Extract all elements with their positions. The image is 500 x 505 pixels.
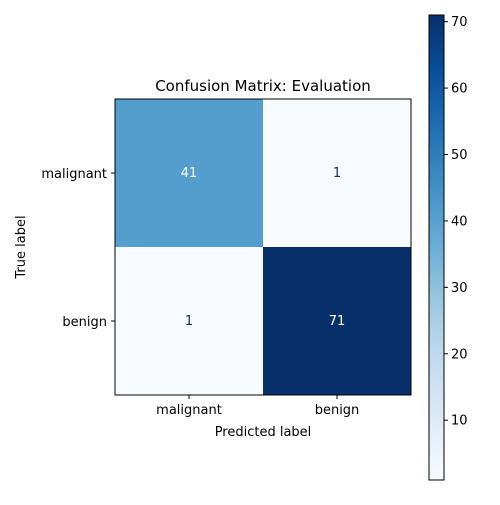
y-axis-ticks: malignant benign <box>41 167 115 330</box>
cell-value-label: 71 <box>329 314 346 329</box>
colorbar-tick-label: 60 <box>451 82 468 97</box>
cell-value-label: 1 <box>185 314 193 329</box>
heatmap-cell <box>263 99 411 247</box>
heatmap-cells <box>115 99 411 395</box>
colorbar-tick-label: 50 <box>451 148 468 163</box>
y-tick-label: malignant <box>41 167 107 182</box>
y-axis-label: True label <box>14 215 29 279</box>
heatmap-cell <box>263 247 411 395</box>
colorbar-tick-label: 40 <box>451 214 468 229</box>
colorbar-ticks: 10 20 30 40 50 60 70 <box>444 15 468 429</box>
y-tick-label: benign <box>62 315 107 330</box>
heatmap-cell <box>115 99 263 247</box>
cell-value-label: 1 <box>333 166 341 181</box>
cell-value-label: 41 <box>181 166 198 181</box>
colorbar-tick-label: 10 <box>451 414 468 429</box>
chart-title: Confusion Matrix: Evaluation <box>155 77 371 95</box>
colorbar-tick-label: 30 <box>451 281 468 296</box>
colorbar-tick-label: 70 <box>451 15 468 30</box>
plot-frame <box>114 98 412 396</box>
x-tick-label: benign <box>315 403 360 418</box>
colorbar <box>428 14 445 481</box>
cell-value-labels: 41 1 1 71 <box>181 166 346 329</box>
colorbar-tick-label: 20 <box>451 347 468 362</box>
heatmap-cell <box>115 247 263 395</box>
x-tick-label: malignant <box>156 403 222 418</box>
x-axis-ticks: malignant benign <box>156 395 359 418</box>
x-axis-label: Predicted label <box>215 425 312 440</box>
